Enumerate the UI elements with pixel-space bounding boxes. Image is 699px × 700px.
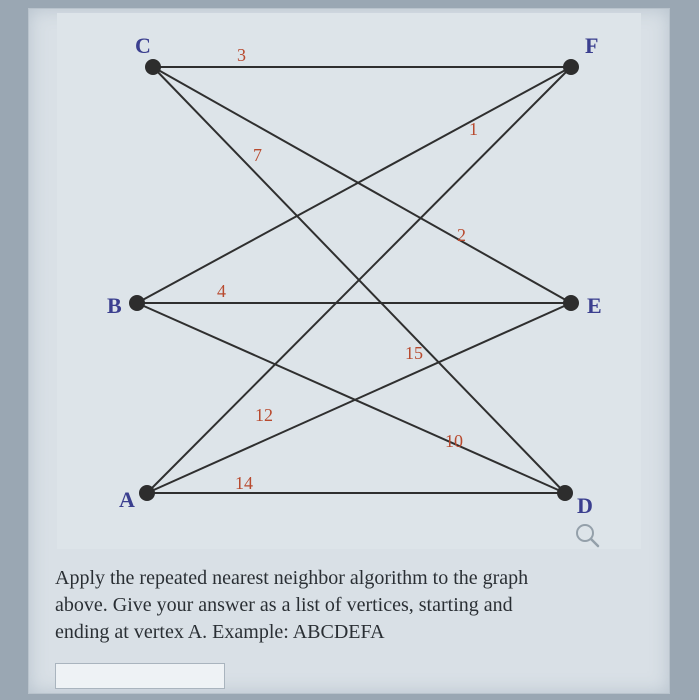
edge-weight-A-E: 10 bbox=[445, 431, 463, 451]
edge-B-D bbox=[137, 303, 565, 493]
vertex-B bbox=[129, 295, 145, 311]
question-line-3: ending at vertex A. Example: ABCDEFA bbox=[55, 621, 385, 643]
edge-weight-F-A: 1 bbox=[469, 119, 478, 139]
edge-weight-C-E: 7 bbox=[253, 145, 262, 165]
question-line-2: above. Give your answer as a list of ver… bbox=[55, 594, 513, 616]
vertex-A bbox=[139, 485, 155, 501]
vertex-label-E: E bbox=[587, 293, 602, 318]
graph-svg: 3715214121014ABCDEF bbox=[57, 13, 641, 549]
vertex-label-A: A bbox=[119, 487, 135, 512]
answer-input[interactable] bbox=[55, 663, 225, 689]
edge-F-B bbox=[137, 67, 571, 303]
edge-weight-A-D: 14 bbox=[235, 473, 253, 493]
edge-weight-B-D: 12 bbox=[255, 405, 273, 425]
edge-weight-F-B: 2 bbox=[457, 225, 466, 245]
vertex-E bbox=[563, 295, 579, 311]
edge-A-E bbox=[147, 303, 571, 493]
vertex-label-C: C bbox=[135, 33, 151, 58]
vertex-label-F: F bbox=[585, 33, 598, 58]
magnifier-icon[interactable] bbox=[573, 521, 601, 549]
graph-diagram: 3715214121014ABCDEF bbox=[57, 13, 641, 549]
vertex-label-B: B bbox=[107, 293, 122, 318]
edge-weight-C-F: 3 bbox=[237, 45, 246, 65]
edge-weight-B-E: 4 bbox=[217, 281, 226, 301]
question-text: Apply the repeated nearest neighbor algo… bbox=[55, 565, 655, 646]
question-line-1: Apply the repeated nearest neighbor algo… bbox=[55, 567, 528, 589]
edge-weight-C-D: 15 bbox=[405, 343, 423, 363]
edge-F-A bbox=[147, 67, 571, 493]
vertex-C bbox=[145, 59, 161, 75]
edge-C-E bbox=[153, 67, 571, 303]
vertex-D bbox=[557, 485, 573, 501]
vertex-label-D: D bbox=[577, 493, 593, 518]
worksheet-page: 3715214121014ABCDEF Apply the repeated n… bbox=[28, 8, 670, 694]
vertex-F bbox=[563, 59, 579, 75]
